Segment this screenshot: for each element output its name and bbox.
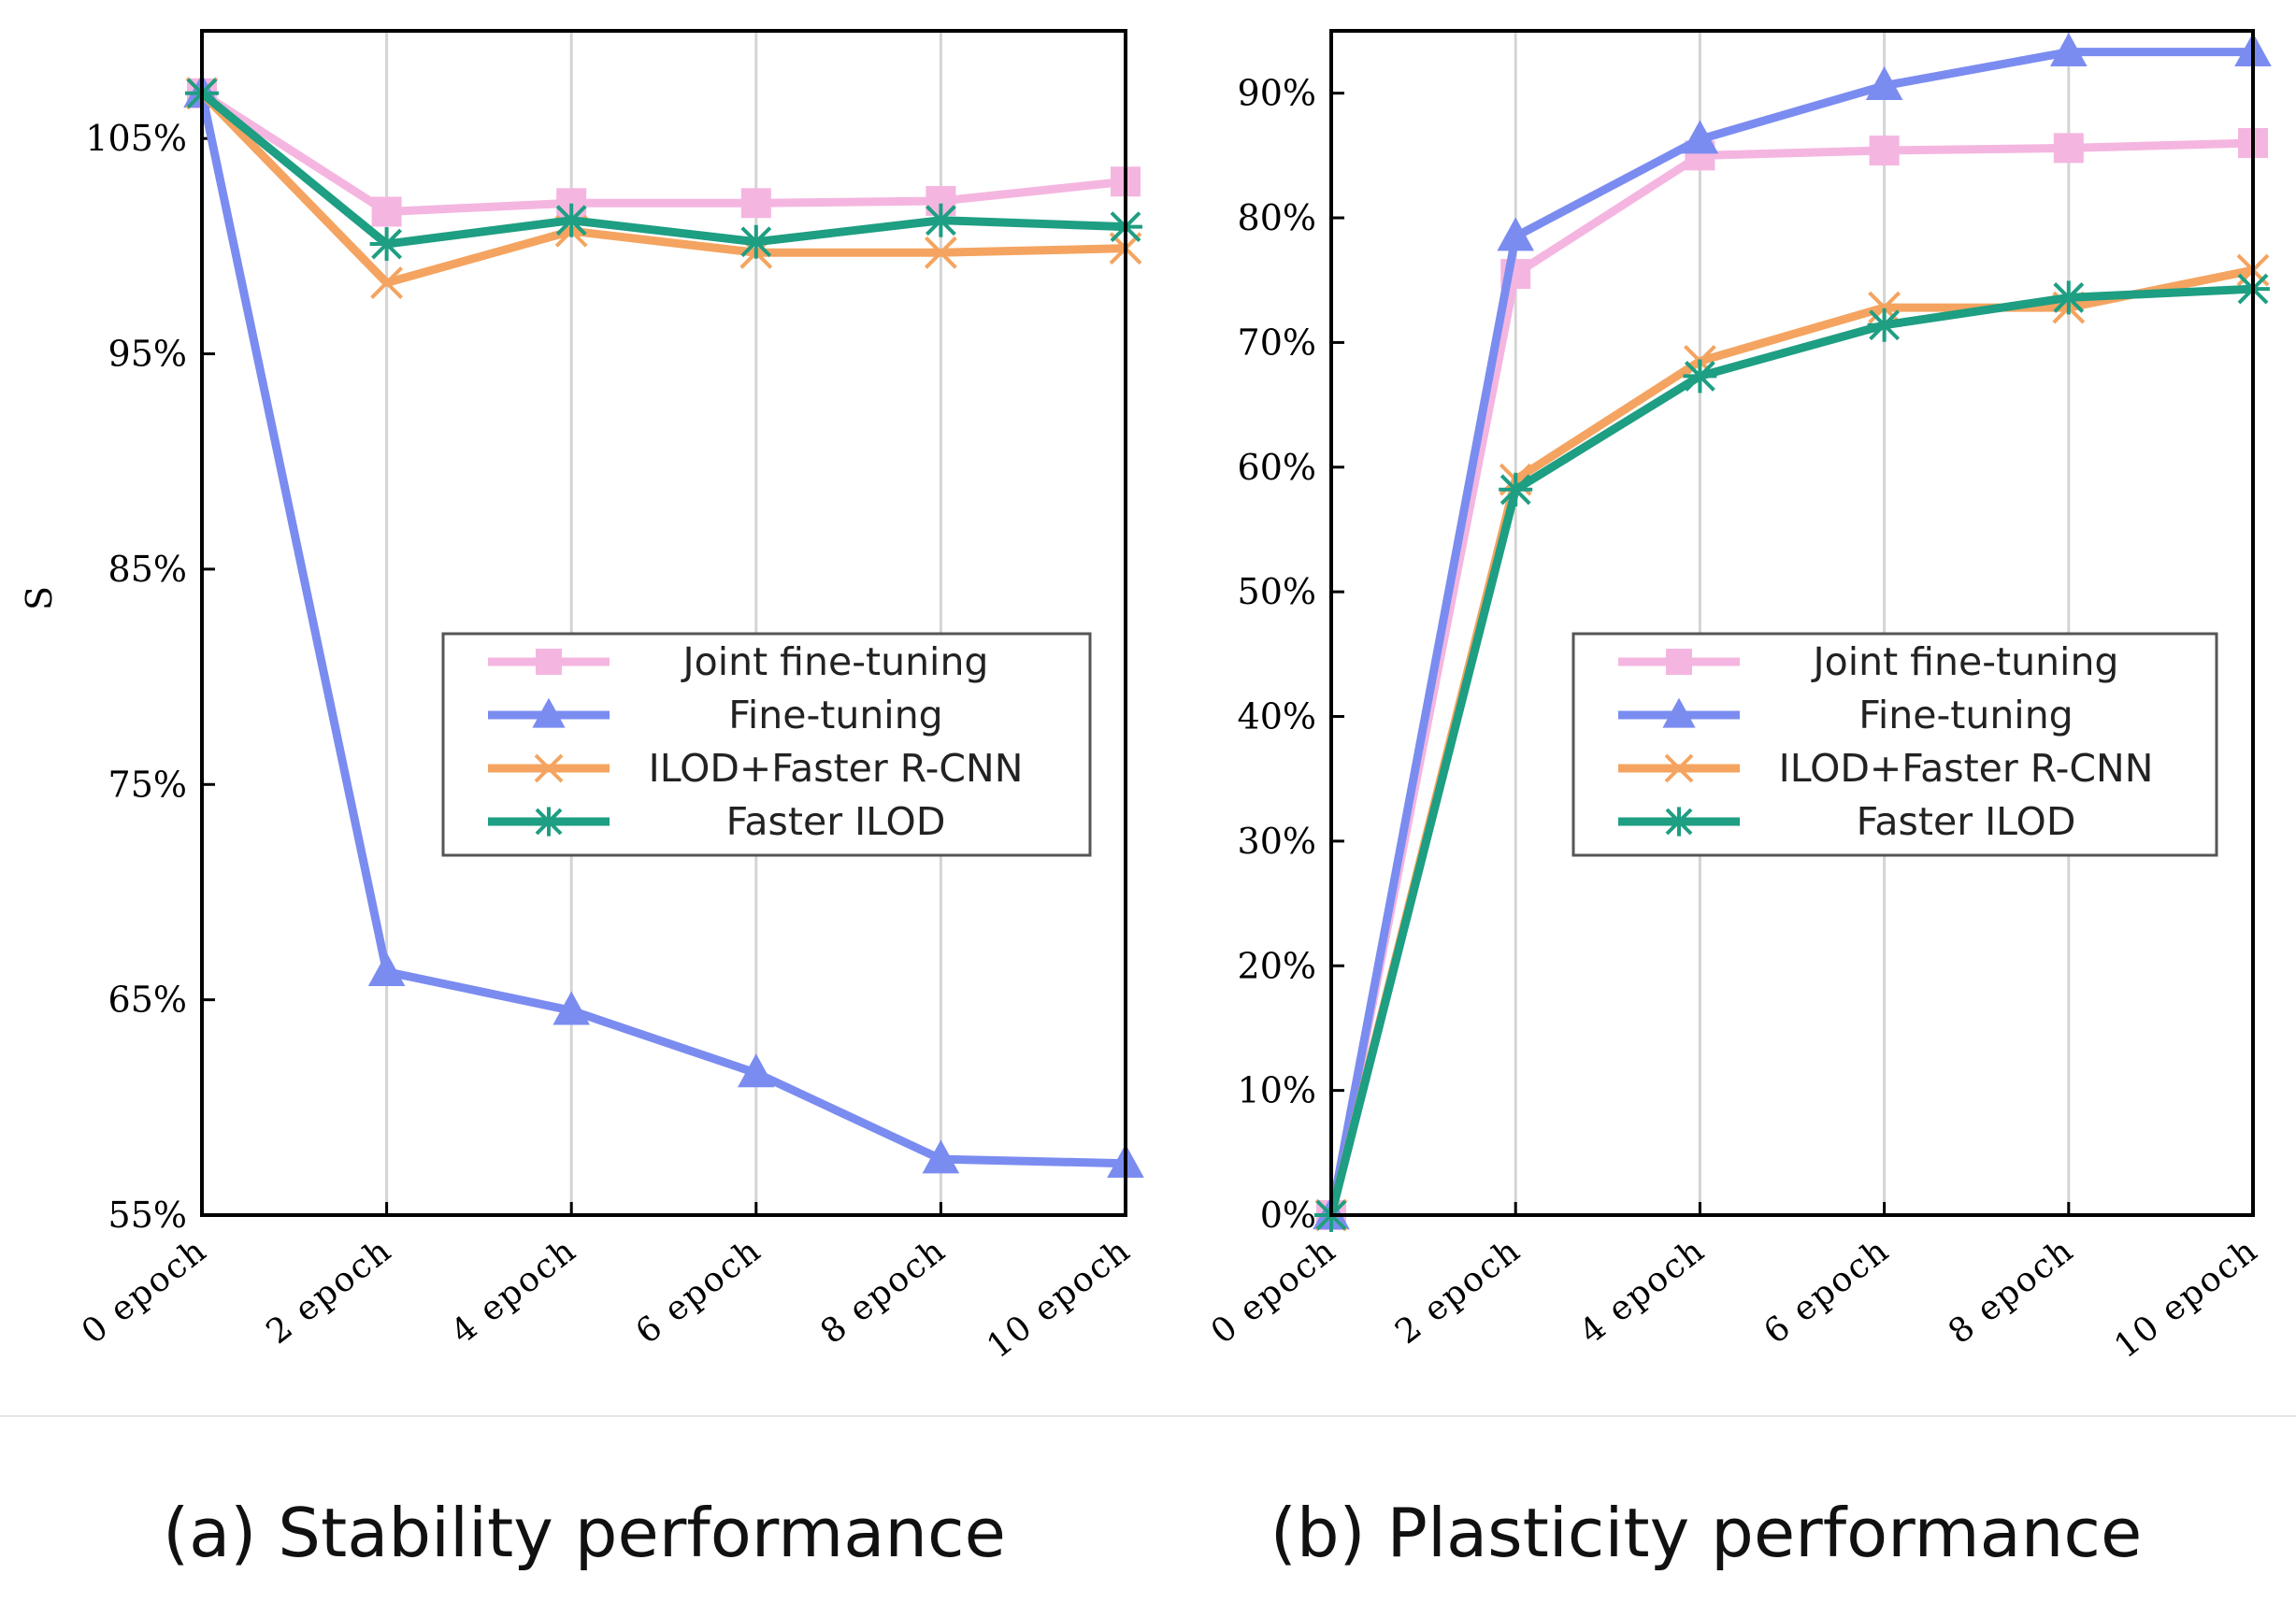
y-tick-label: 95% [108, 334, 187, 375]
series-line [1327, 284, 2254, 1217]
y-tick-label: 75% [108, 764, 187, 805]
y-tick-label: 30% [1238, 821, 1316, 862]
legend: Joint fine-tuning Fine-tuning ILOD+Faster … [1571, 632, 2218, 857]
legend-label: ILOD+Faster R-CNN [649, 746, 1024, 791]
legend: Joint fine-tuning Fine-tuning ILOD+Faster … [441, 632, 1092, 857]
series-line [1327, 138, 2254, 1216]
series-line [197, 92, 1126, 1168]
data-point [1867, 308, 1901, 342]
legend-label: Joint fine-tuning [1811, 639, 2119, 684]
series-line [199, 90, 1126, 217]
data-point [739, 224, 773, 259]
legend-marker [534, 807, 564, 837]
legend-item: Faster ILOD [1618, 799, 2075, 844]
y-tick-label: 40% [1238, 696, 1316, 737]
y-tick-label: 55% [108, 1195, 187, 1236]
legend-label: ILOD+Faster R-CNN [1779, 746, 2154, 791]
legend-marker [1664, 807, 1694, 837]
legend-item: ILOD+Faster R-CNN [1618, 746, 2153, 791]
y-tick-label: 20% [1238, 945, 1316, 986]
legend-marker [536, 649, 562, 675]
legend-label: Faster ILOD [726, 799, 946, 844]
data-point [1869, 136, 1900, 166]
legend-marker [532, 697, 566, 728]
plot-frame [200, 29, 1127, 1217]
data-point [1683, 359, 1717, 394]
series-line [199, 90, 1126, 249]
data-point [1865, 65, 1903, 100]
legend-marker [1666, 649, 1692, 675]
data-point [2050, 32, 2088, 66]
legend-label: Fine-tuning [1858, 693, 2073, 737]
series-line [1327, 48, 2253, 1216]
legend-item: Fine-tuning [488, 693, 943, 737]
legend-item: Joint fine-tuning [1618, 639, 2118, 684]
data-point [367, 952, 406, 986]
y-tick-label: 80% [1238, 197, 1316, 238]
legend-item: Joint fine-tuning [488, 639, 988, 684]
y-tick-label: 10% [1238, 1070, 1316, 1111]
data-point [924, 236, 957, 269]
y-tick-label: 65% [108, 980, 187, 1021]
legend-item: Fine-tuning [1618, 693, 2074, 737]
y-tick-label: 90% [1238, 73, 1316, 114]
y-tick-label: 0% [1260, 1195, 1316, 1236]
data-point [1497, 217, 1534, 251]
data-point [552, 991, 590, 1025]
data-point [922, 1139, 960, 1174]
stability-caption: (a) Stability performance [163, 1494, 1006, 1572]
data-point [370, 266, 404, 299]
data-point [740, 188, 771, 219]
legend-item: ILOD+Faster R-CNN [488, 746, 1023, 791]
legend-item: Faster ILOD [488, 799, 945, 844]
y-tick-label: 60% [1238, 447, 1316, 488]
data-point [554, 203, 589, 237]
legend-marker [1662, 697, 1696, 728]
y-tick-label: 105% [85, 118, 187, 159]
data-point [2053, 133, 2084, 164]
legend-label: Joint fine-tuning [681, 639, 989, 684]
y-tick-label: 85% [108, 549, 187, 590]
series-line [198, 90, 1126, 288]
legend-marker [534, 753, 564, 783]
data-point [1681, 120, 1719, 154]
series-faster-ilod [1314, 272, 2270, 1232]
data-point [1499, 472, 1533, 507]
plot-frame [1329, 29, 2255, 1217]
data-point [371, 196, 402, 227]
data-point [738, 1053, 775, 1088]
y-axis-label: S [19, 586, 60, 610]
data-point [2051, 280, 2086, 315]
data-point [924, 203, 958, 237]
legend-label: Faster ILOD [1857, 799, 2076, 844]
legend-marker [1664, 753, 1694, 783]
data-point [369, 227, 404, 262]
y-tick-label: 50% [1238, 571, 1316, 612]
y-tick-label: 70% [1238, 322, 1316, 363]
legend-label: Fine-tuning [728, 693, 942, 737]
plasticity-caption: (b) Plasticity performance [1270, 1494, 2142, 1572]
